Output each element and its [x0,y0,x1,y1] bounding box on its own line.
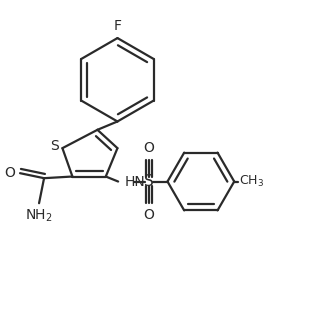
Text: F: F [114,19,122,33]
Text: O: O [144,208,154,222]
Text: CH$_3$: CH$_3$ [239,174,264,189]
Text: S: S [50,140,58,153]
Text: NH$_2$: NH$_2$ [25,207,53,223]
Text: HN: HN [124,175,145,188]
Text: O: O [144,141,154,156]
Text: O: O [4,166,15,180]
Text: S: S [144,174,154,189]
